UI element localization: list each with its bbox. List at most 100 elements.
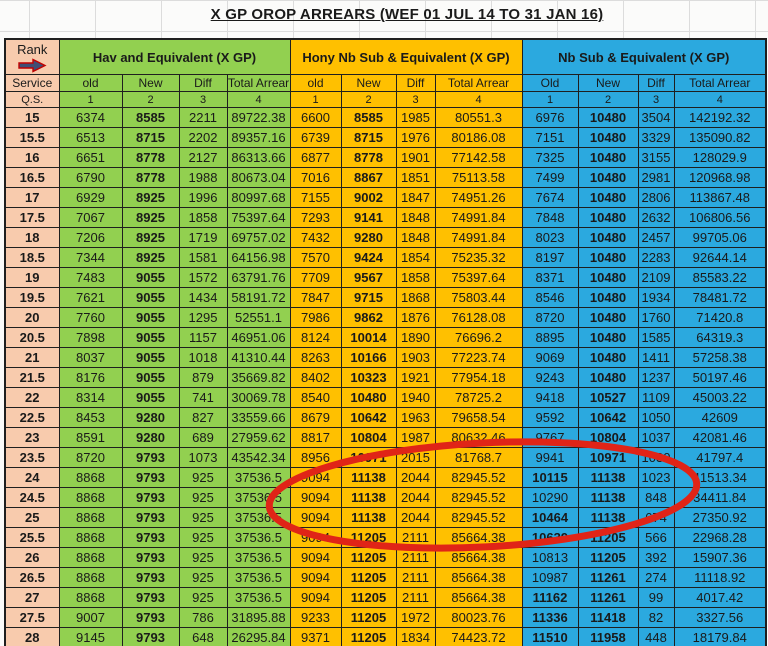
- qs-label-cell: Q.S.: [4, 91, 60, 108]
- value-cell: 85664.38: [434, 587, 523, 608]
- value-cell: 9793: [121, 587, 180, 608]
- value-cell: 7674: [521, 187, 579, 208]
- value-cell: 1030: [637, 447, 675, 468]
- value-cell: 64156.98: [226, 247, 291, 268]
- value-cell: 7986: [289, 307, 342, 328]
- qs-cell: 26: [4, 547, 60, 568]
- value-cell: 2111: [395, 547, 436, 568]
- right-arrow-icon: [18, 57, 47, 73]
- table-row: 24 8868 9793 925 37536.5 9094 11138 2044 82945.5…: [4, 467, 767, 488]
- table-row: 22 8314 9055 741 30069.78 8540 10480 1940 78725.…: [4, 387, 767, 408]
- value-cell: 925: [178, 527, 228, 548]
- value-cell: 80673.04: [226, 167, 291, 188]
- value-cell: 9094: [289, 527, 342, 548]
- value-cell: 10480: [577, 347, 639, 368]
- qs-cell: 17.5: [4, 207, 60, 228]
- qs-cell: 24: [4, 467, 60, 488]
- value-cell: 9793: [121, 487, 180, 508]
- table-row: 17 6929 8925 1996 80997.68 7155 9002 1847 74951.…: [4, 187, 767, 208]
- table-row: 23 8591 9280 689 27959.62 8817 10804 1987 80632.…: [4, 427, 767, 448]
- value-cell: 22968.28: [673, 527, 767, 548]
- value-cell: 9793: [121, 607, 180, 628]
- table-row: 19 7483 9055 1572 63791.76 7709 9567 1858 75397.…: [4, 267, 767, 288]
- value-cell: 10480: [577, 247, 639, 268]
- value-cell: 10480: [577, 287, 639, 308]
- value-cell: 1585: [637, 327, 675, 348]
- col-number: 3: [178, 91, 228, 108]
- value-cell: 26295.84: [226, 627, 291, 646]
- value-cell: 8868: [58, 487, 123, 508]
- table-row: 15 6374 8585 2211 89722.38 6600 8585 1985 80551.…: [4, 107, 767, 128]
- value-cell: 11138: [340, 487, 397, 508]
- value-cell: 79658.54: [434, 407, 523, 428]
- value-cell: 6877: [289, 147, 342, 168]
- value-cell: 1858: [395, 267, 436, 288]
- value-cell: 8868: [58, 567, 123, 588]
- value-cell: 34411.84: [673, 487, 767, 508]
- value-cell: 9055: [121, 387, 180, 408]
- value-cell: 8868: [58, 507, 123, 528]
- value-cell: 925: [178, 587, 228, 608]
- value-cell: 8371: [521, 267, 579, 288]
- value-cell: 8720: [521, 307, 579, 328]
- page-title: X GP OROP ARREARS (WEF 01 JUL 14 TO 31 J…: [0, 6, 768, 23]
- value-cell: 2283: [637, 247, 675, 268]
- qs-cell: 24.5: [4, 487, 60, 508]
- value-cell: 10480: [577, 227, 639, 248]
- value-cell: 10480: [340, 387, 397, 408]
- value-cell: 10480: [577, 187, 639, 208]
- value-cell: 8314: [58, 387, 123, 408]
- value-cell: 1073: [178, 447, 228, 468]
- value-cell: 9941: [521, 447, 579, 468]
- value-cell: 1876: [395, 307, 436, 328]
- qs-cell: 20: [4, 307, 60, 328]
- value-cell: 8817: [289, 427, 342, 448]
- value-cell: 7760: [58, 307, 123, 328]
- qs-cell: 25.5: [4, 527, 60, 548]
- qs-cell: 21.5: [4, 367, 60, 388]
- value-cell: 9094: [289, 467, 342, 488]
- value-cell: 37536.5: [226, 587, 291, 608]
- value-cell: 2111: [395, 527, 436, 548]
- value-cell: 11418: [577, 607, 639, 628]
- value-cell: 99705.06: [673, 227, 767, 248]
- value-cell: 33559.66: [226, 407, 291, 428]
- col-header-hony-new: New: [340, 74, 397, 92]
- value-cell: 1834: [395, 627, 436, 646]
- value-cell: 1868: [395, 287, 436, 308]
- value-cell: 2806: [637, 187, 675, 208]
- value-cell: 41513.34: [673, 467, 767, 488]
- value-cell: 11205: [577, 547, 639, 568]
- value-cell: 7432: [289, 227, 342, 248]
- value-cell: 1581: [178, 247, 228, 268]
- qs-cell: 16: [4, 147, 60, 168]
- value-cell: 848: [637, 487, 675, 508]
- qs-cell: 18: [4, 227, 60, 248]
- value-cell: 41797.4: [673, 447, 767, 468]
- value-cell: 1760: [637, 307, 675, 328]
- value-cell: 8720: [58, 447, 123, 468]
- value-cell: 89722.38: [226, 107, 291, 128]
- col-header-nbsub-old: Old: [521, 74, 579, 92]
- value-cell: 1157: [178, 327, 228, 348]
- value-cell: 64319.3: [673, 327, 767, 348]
- qs-cell: 25: [4, 507, 60, 528]
- value-cell: 11138: [577, 487, 639, 508]
- value-cell: 7293: [289, 207, 342, 228]
- value-cell: 1023: [637, 467, 675, 488]
- value-cell: 46951.06: [226, 327, 291, 348]
- table-row: 21.5 8176 9055 879 35669.82 8402 10323 1921 7795…: [4, 367, 767, 388]
- value-cell: 10480: [577, 127, 639, 148]
- value-cell: 92644.14: [673, 247, 767, 268]
- value-cell: 10480: [577, 267, 639, 288]
- value-cell: 1921: [395, 367, 436, 388]
- col-header-nbsub-total: Total Arrear: [673, 74, 767, 92]
- value-cell: 76696.2: [434, 327, 523, 348]
- value-cell: 10971: [577, 447, 639, 468]
- value-cell: 3504: [637, 107, 675, 128]
- value-cell: 1847: [395, 187, 436, 208]
- value-cell: 2111: [395, 567, 436, 588]
- value-cell: 9055: [121, 307, 180, 328]
- value-cell: 1934: [637, 287, 675, 308]
- value-cell: 78481.72: [673, 287, 767, 308]
